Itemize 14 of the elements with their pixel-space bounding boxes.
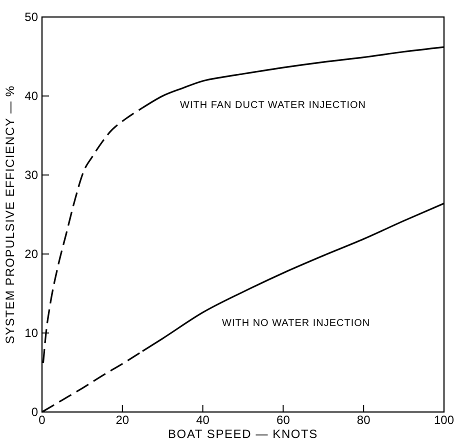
x-tick-label: 80 xyxy=(356,413,371,427)
annotation: WITH NO WATER INJECTION xyxy=(222,318,370,329)
x-tick-label: 100 xyxy=(434,413,454,427)
y-tick-label: 30 xyxy=(24,168,38,182)
x-tick-label: 40 xyxy=(196,413,210,427)
y-tick-label: 50 xyxy=(24,10,38,24)
x-axis-title: BOAT SPEED — KNOTS xyxy=(168,427,318,441)
y-tick-label: 10 xyxy=(24,326,38,340)
y-tick-label: 20 xyxy=(24,247,38,261)
annotation: WITH FAN DUCT WATER INJECTION xyxy=(180,100,366,111)
x-tick-label: 20 xyxy=(116,413,130,427)
y-axis-title: SYSTEM PROPULSIVE EFFICIENCY — % xyxy=(3,85,17,344)
y-tick-label: 40 xyxy=(24,89,38,103)
x-tick-label: 60 xyxy=(276,413,290,427)
